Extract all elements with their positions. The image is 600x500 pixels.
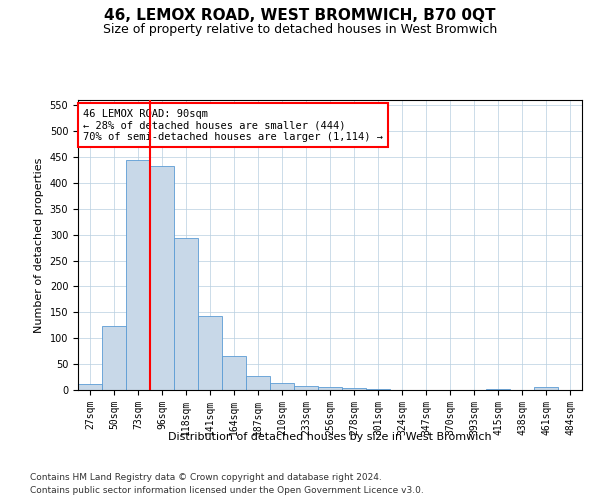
Text: Contains public sector information licensed under the Open Government Licence v3: Contains public sector information licen…: [30, 486, 424, 495]
Bar: [222, 356, 246, 390]
Text: 46, LEMOX ROAD, WEST BROMWICH, B70 0QT: 46, LEMOX ROAD, WEST BROMWICH, B70 0QT: [104, 8, 496, 22]
Bar: [270, 384, 294, 390]
Bar: [102, 326, 126, 390]
Text: Size of property relative to detached houses in West Bromwich: Size of property relative to detached ho…: [103, 22, 497, 36]
Text: Distribution of detached houses by size in West Bromwich: Distribution of detached houses by size …: [168, 432, 492, 442]
Y-axis label: Number of detached properties: Number of detached properties: [34, 158, 44, 332]
Bar: [318, 388, 342, 390]
Bar: [150, 166, 174, 390]
Bar: [126, 160, 150, 390]
Bar: [198, 316, 222, 390]
Bar: [534, 387, 558, 390]
Bar: [294, 386, 318, 390]
Text: Contains HM Land Registry data © Crown copyright and database right 2024.: Contains HM Land Registry data © Crown c…: [30, 472, 382, 482]
Bar: [342, 388, 366, 390]
Bar: [174, 238, 198, 390]
Bar: [246, 376, 270, 390]
Text: 46 LEMOX ROAD: 90sqm
← 28% of detached houses are smaller (444)
70% of semi-deta: 46 LEMOX ROAD: 90sqm ← 28% of detached h…: [83, 108, 383, 142]
Bar: [78, 384, 102, 390]
